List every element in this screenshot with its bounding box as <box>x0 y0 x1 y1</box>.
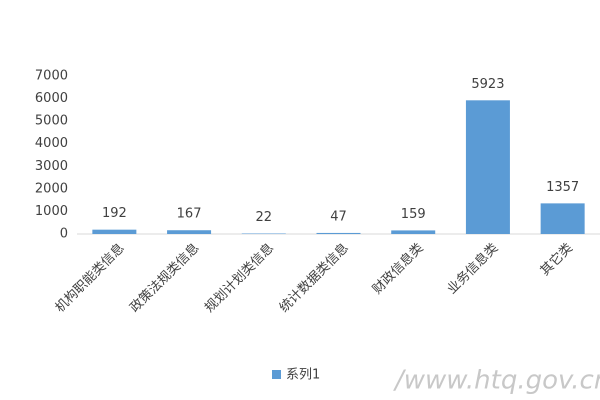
bar <box>167 230 212 234</box>
watermark: /www.htq.gov.cn <box>393 366 600 396</box>
x-tick-label: 规划计划类信息 <box>201 240 277 316</box>
x-tick-label: 其它类 <box>537 240 576 279</box>
data-label: 159 <box>401 207 426 222</box>
y-tick-label: 2000 <box>35 181 68 196</box>
data-label: 47 <box>330 209 347 224</box>
data-label: 5923 <box>471 77 504 92</box>
bar <box>316 232 361 234</box>
legend-swatch <box>272 370 281 379</box>
bar <box>540 203 585 234</box>
x-tick-label: 政策法规类信息 <box>127 240 203 316</box>
x-tick-label: 机构职能类信息 <box>52 240 128 316</box>
y-tick-label: 0 <box>60 227 68 242</box>
y-tick-label: 6000 <box>35 91 68 106</box>
bar <box>391 230 436 234</box>
data-label: 1357 <box>546 180 579 195</box>
data-label: 192 <box>102 206 127 221</box>
y-tick-label: 3000 <box>35 159 68 174</box>
y-tick-label: 7000 <box>35 69 68 84</box>
bar <box>465 100 510 235</box>
x-tick-label: 统计数据类信息 <box>276 240 352 316</box>
y-tick-label: 4000 <box>35 136 68 151</box>
y-tick-label: 5000 <box>35 114 68 129</box>
bar <box>92 229 137 234</box>
x-tick-label: 财政信息类 <box>369 240 426 297</box>
x-tick-label: 业务信息类 <box>444 240 501 297</box>
legend-label: 系列1 <box>286 368 320 383</box>
data-label: 22 <box>256 210 273 225</box>
data-label: 167 <box>177 207 202 222</box>
y-tick-label: 1000 <box>35 204 68 219</box>
